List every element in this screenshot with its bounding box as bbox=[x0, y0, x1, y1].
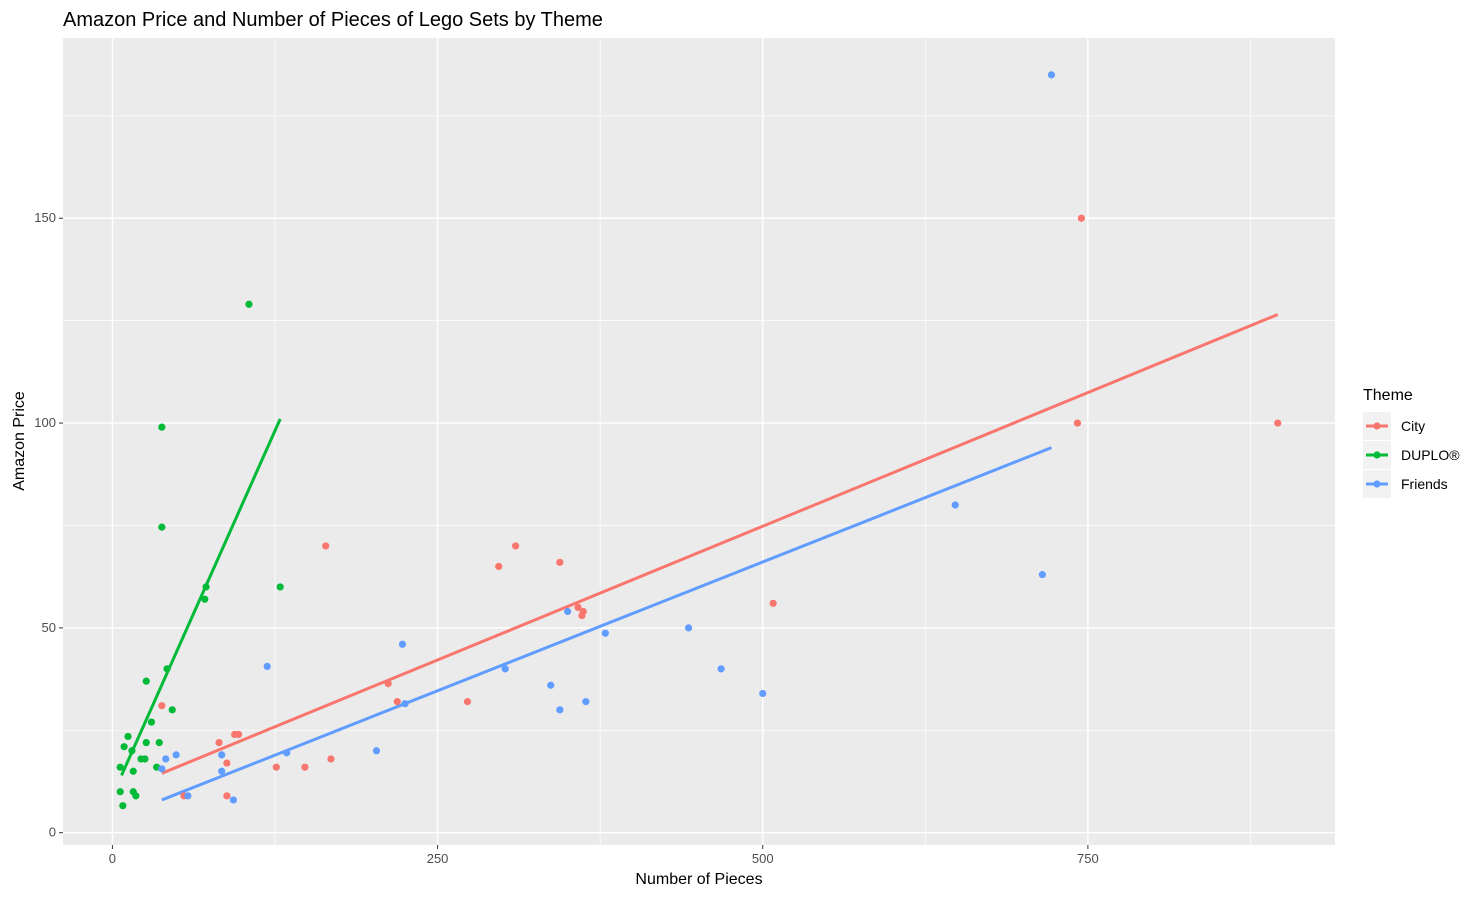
y-tick-label: 100 bbox=[34, 415, 56, 430]
point-duplo bbox=[128, 747, 136, 755]
point-friends bbox=[172, 751, 180, 759]
point-city bbox=[574, 603, 582, 612]
x-tick-label: 0 bbox=[109, 851, 116, 866]
legend: Theme City DUPLO® Friends bbox=[1363, 387, 1460, 498]
point-duplo bbox=[245, 300, 253, 308]
point-duplo bbox=[142, 677, 150, 685]
point-city bbox=[327, 755, 335, 763]
point-duplo bbox=[168, 706, 176, 714]
axis-ticks: 0 250 500 750 0 50 100 150 bbox=[34, 210, 1098, 866]
x-tick-label: 250 bbox=[427, 851, 449, 866]
y-tick-label: 150 bbox=[34, 210, 56, 225]
fit-lines bbox=[120, 313, 1279, 802]
point-duplo bbox=[276, 583, 284, 591]
point-duplo bbox=[124, 732, 132, 741]
point-city bbox=[578, 611, 586, 620]
point-duplo bbox=[132, 792, 140, 800]
point-friends bbox=[372, 747, 381, 755]
point-city bbox=[272, 763, 280, 771]
point-duplo bbox=[119, 802, 127, 810]
point-city bbox=[223, 759, 231, 767]
point-friends bbox=[218, 751, 226, 759]
point-friends bbox=[162, 755, 170, 763]
point-friends bbox=[582, 698, 590, 706]
x-tick-label: 500 bbox=[752, 851, 774, 866]
point-duplo bbox=[201, 595, 209, 603]
point-city bbox=[1077, 214, 1085, 222]
point-friends bbox=[263, 662, 271, 670]
grid-lines bbox=[63, 38, 1335, 845]
point-city bbox=[1073, 419, 1082, 427]
point-friends bbox=[283, 749, 291, 757]
point-duplo bbox=[202, 583, 210, 591]
y-tick-label: 0 bbox=[49, 825, 56, 840]
point-duplo bbox=[158, 423, 166, 431]
fit-line-duplo bbox=[120, 418, 282, 776]
point-city bbox=[384, 680, 392, 688]
point-friends bbox=[401, 700, 409, 708]
legend-label-duplo: DUPLO® bbox=[1401, 447, 1460, 463]
point-friends bbox=[556, 706, 564, 714]
point-friends bbox=[218, 767, 226, 775]
fit-line-friends bbox=[161, 446, 1053, 802]
point-city bbox=[322, 542, 330, 550]
fit-line-city bbox=[161, 313, 1279, 775]
point-duplo bbox=[120, 743, 128, 751]
point-city bbox=[158, 702, 166, 710]
point-duplo bbox=[158, 523, 166, 531]
point-city bbox=[301, 763, 309, 771]
y-axis-label: Amazon Price bbox=[11, 391, 28, 491]
chart-title: Amazon Price and Number of Pieces of Leg… bbox=[63, 9, 603, 31]
point-city bbox=[1274, 419, 1282, 427]
y-tick-label: 50 bbox=[42, 620, 56, 635]
legend-label-city: City bbox=[1401, 418, 1425, 434]
point-friends bbox=[684, 624, 693, 632]
point-duplo bbox=[116, 763, 124, 771]
point-friends bbox=[547, 681, 555, 689]
point-city bbox=[495, 562, 503, 571]
point-duplo bbox=[141, 755, 149, 763]
point-friends bbox=[564, 607, 572, 616]
x-axis-label: Number of Pieces bbox=[635, 871, 762, 888]
legend-key-point bbox=[1373, 422, 1381, 430]
data-points bbox=[116, 71, 1282, 810]
point-friends bbox=[501, 665, 509, 673]
point-friends bbox=[1038, 571, 1046, 579]
x-tick-label: 750 bbox=[1077, 851, 1099, 866]
point-friends bbox=[601, 629, 609, 637]
point-friends bbox=[759, 689, 767, 698]
legend-label-friends: Friends bbox=[1401, 476, 1448, 492]
point-duplo bbox=[116, 788, 124, 796]
point-friends bbox=[717, 665, 725, 673]
point-city bbox=[512, 542, 520, 550]
point-friends bbox=[1047, 71, 1056, 79]
point-city bbox=[234, 730, 243, 738]
legend-key-point bbox=[1373, 451, 1381, 459]
point-duplo bbox=[155, 738, 163, 747]
point-city bbox=[769, 599, 777, 607]
point-city bbox=[215, 738, 223, 747]
point-friends bbox=[229, 796, 237, 804]
point-friends bbox=[398, 640, 407, 648]
point-duplo bbox=[142, 738, 150, 747]
point-friends bbox=[158, 765, 166, 773]
point-duplo bbox=[147, 718, 156, 726]
plot-panel bbox=[63, 38, 1335, 845]
point-friends bbox=[951, 501, 959, 509]
point-city bbox=[393, 698, 401, 706]
point-duplo bbox=[129, 767, 137, 775]
point-friends bbox=[184, 792, 192, 800]
point-city bbox=[463, 698, 472, 706]
legend-key-point bbox=[1373, 480, 1381, 488]
point-city bbox=[556, 558, 564, 566]
point-duplo bbox=[163, 665, 171, 673]
legend-title: Theme bbox=[1363, 387, 1413, 404]
point-city bbox=[223, 792, 231, 800]
